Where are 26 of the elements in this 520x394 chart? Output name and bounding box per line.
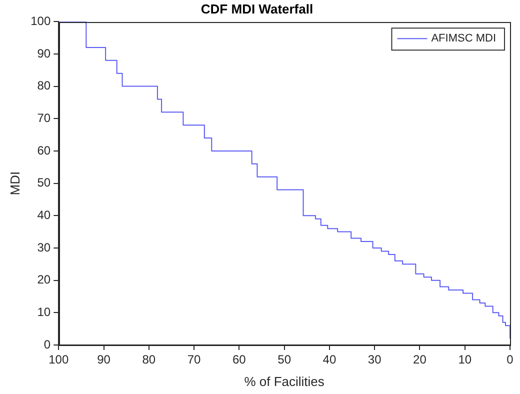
x-tick-label: 10	[458, 352, 472, 367]
y-tick-label: 10	[37, 304, 51, 319]
y-tick-label: 80	[37, 78, 51, 93]
x-tick-label: 60	[232, 352, 246, 367]
legend-label: AFIMSC MDI	[431, 32, 496, 45]
y-tick-label: 100	[30, 14, 51, 28]
x-tick-label: 50	[278, 352, 292, 367]
y-tick-label: 60	[37, 143, 51, 158]
chart-title: CDF MDI Waterfall	[200, 1, 314, 16]
x-axis-title: % of Facilities	[244, 374, 325, 389]
x-tick-label: 30	[368, 352, 382, 367]
x-tick-label: 80	[142, 352, 156, 367]
y-tick-label: 70	[37, 110, 51, 125]
y-tick-label: 20	[37, 272, 51, 287]
y-tick-label: 30	[37, 240, 51, 254]
y-tick-label: 90	[37, 46, 51, 60]
x-tick-label: 0	[506, 352, 514, 367]
x-tick-label: 100	[48, 352, 69, 367]
x-tick-label: 70	[187, 352, 202, 367]
x-tick-label: 20	[413, 352, 427, 367]
x-tick-label: 40	[322, 352, 336, 367]
y-axis-title: MDI	[7, 171, 22, 196]
y-tick-label: 40	[37, 208, 51, 222]
y-tick-label: 50	[37, 176, 51, 190]
x-tick-label: 90	[97, 352, 111, 367]
y-tick-label: 0	[44, 337, 51, 352]
